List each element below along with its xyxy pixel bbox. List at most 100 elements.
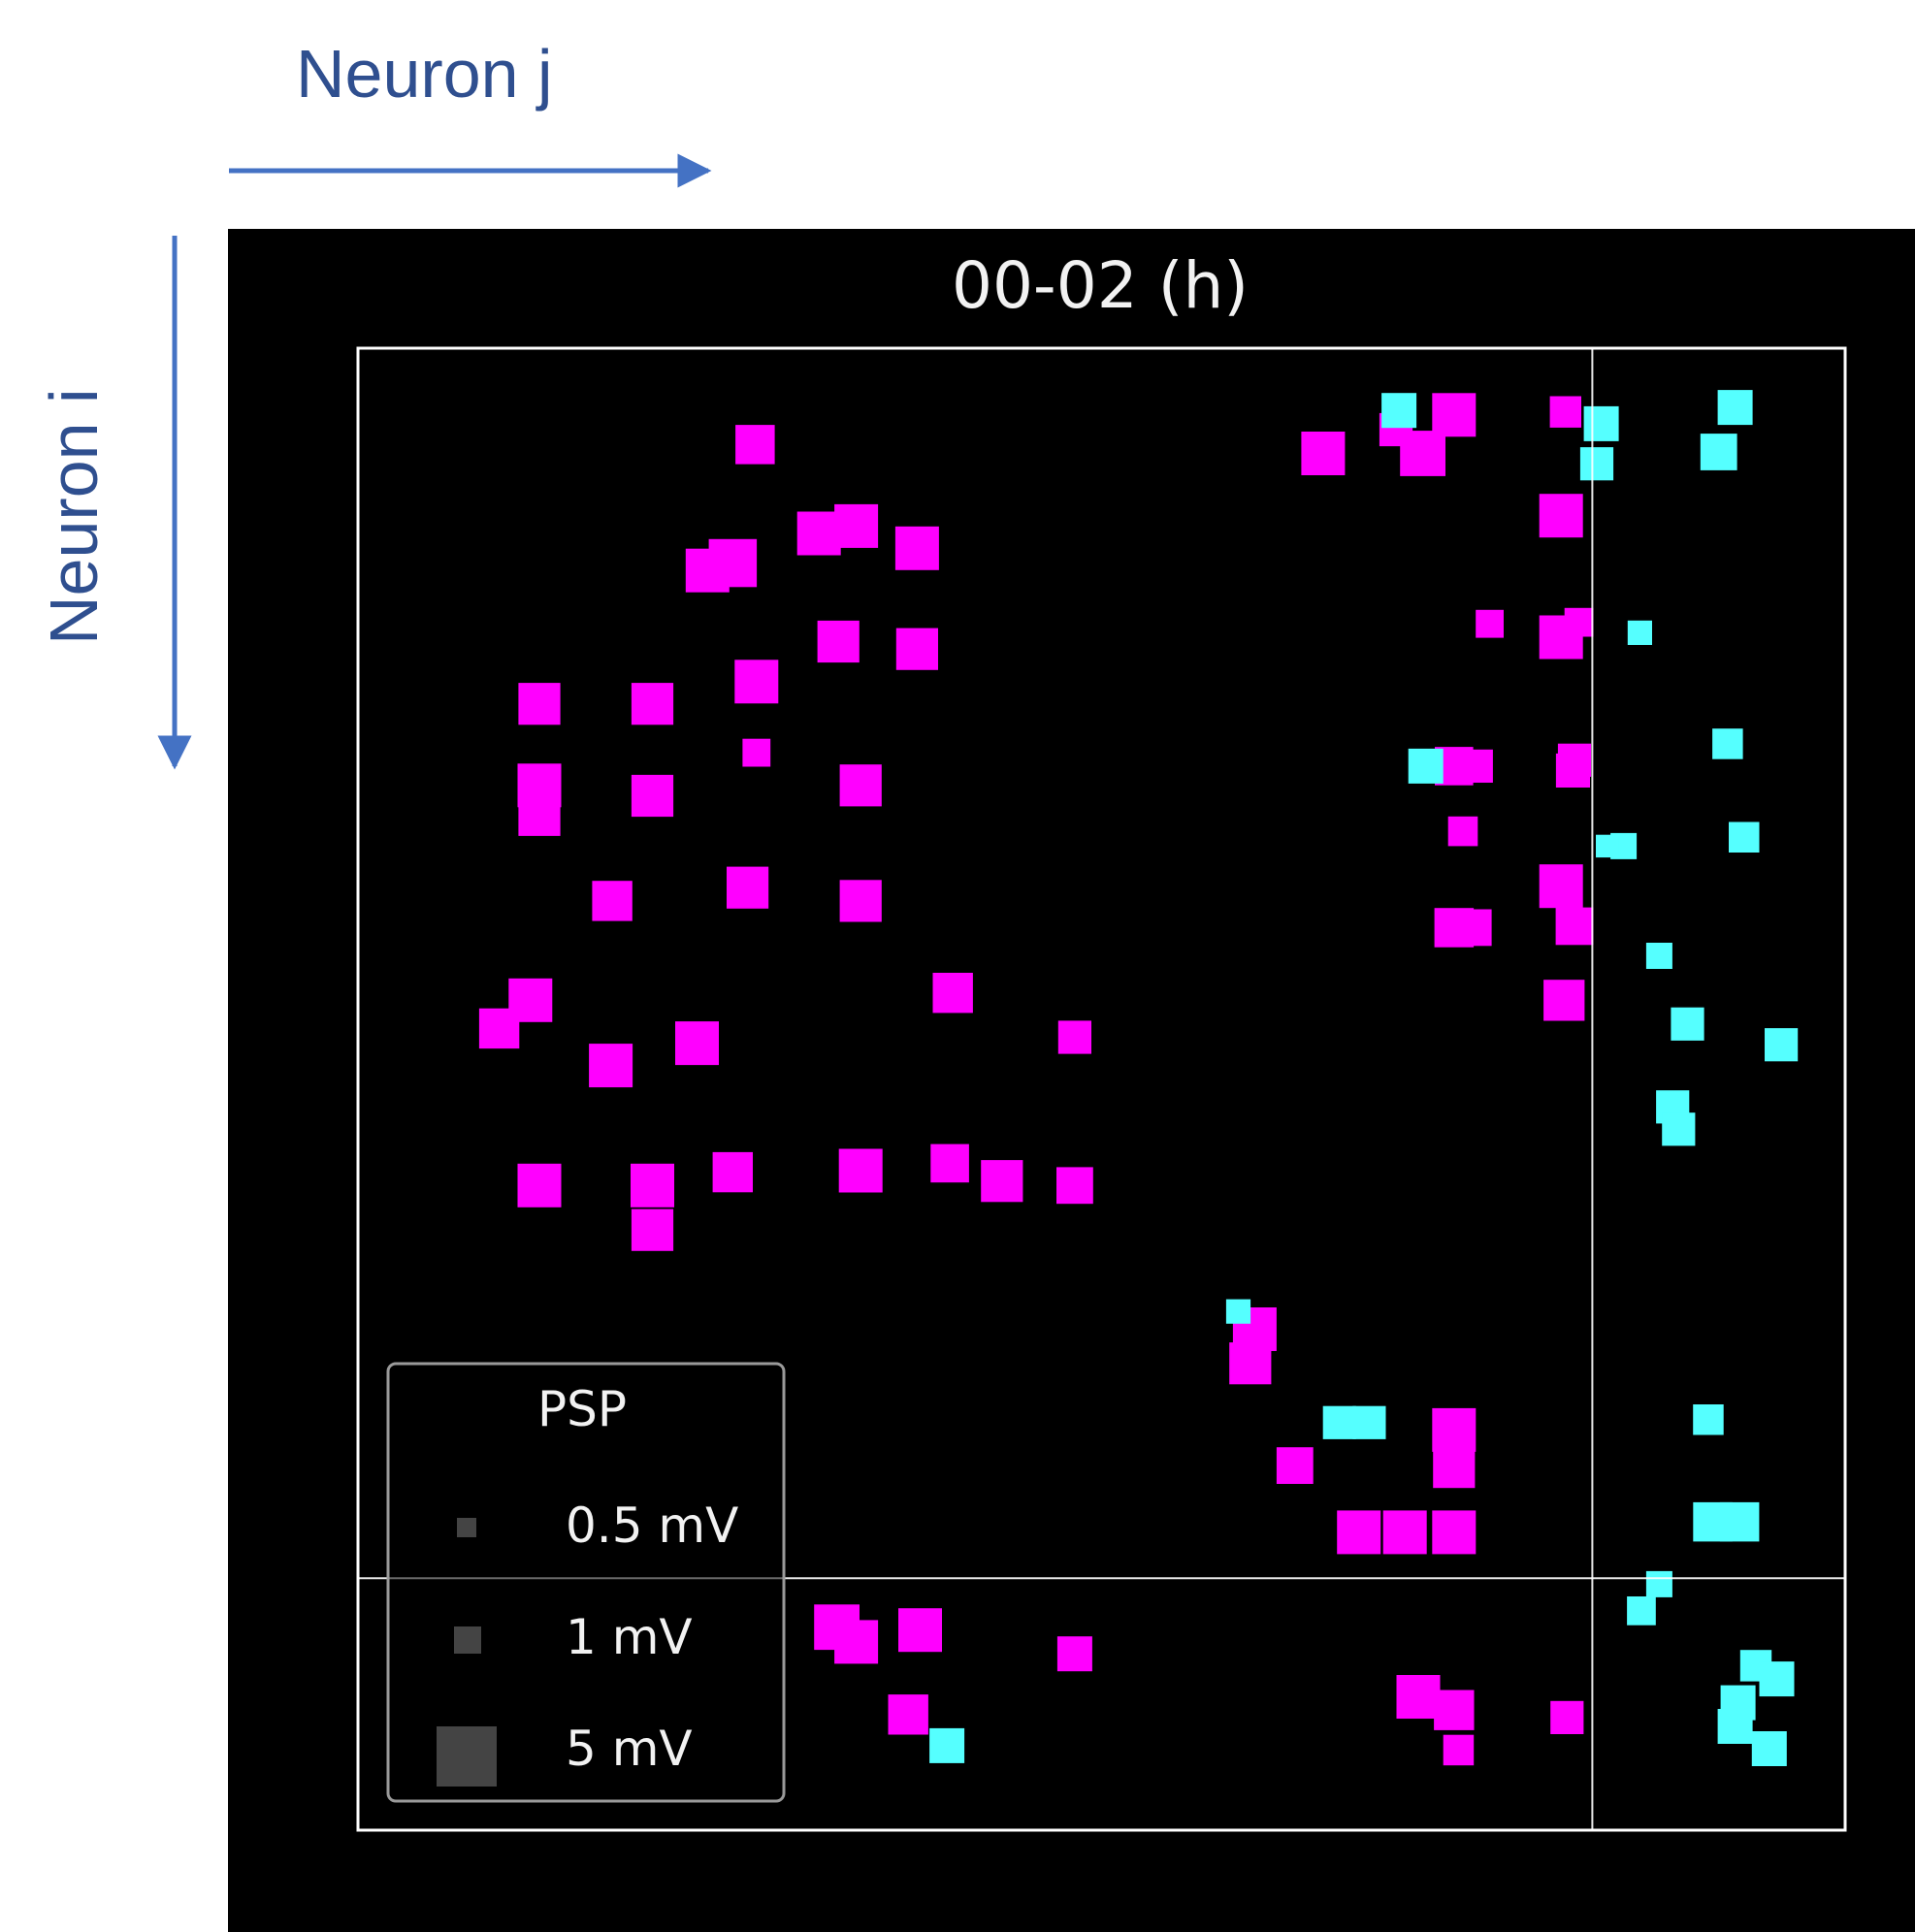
inhibitory-point-12 [1671,1007,1704,1041]
excitatory-point-55 [1539,494,1583,538]
legend-marker-5mv [437,1726,497,1787]
excitatory-point-13 [518,793,561,836]
excitatory-point-5 [894,526,939,570]
inhibitory-point-0 [1381,393,1417,429]
excitatory-point-50 [1301,432,1346,475]
excitatory-point-49 [1550,1700,1584,1734]
inhibitory-point-9 [1596,834,1619,858]
points-layer [478,390,1799,1766]
legend-marker-0-5mv [457,1518,476,1537]
inhibitory-point-2 [1579,447,1614,481]
excitatory-point-24 [1057,1020,1091,1054]
excitatory-point-23 [932,973,973,1014]
excitatory-point-67 [1555,907,1594,946]
legend-marker-1mv [454,1626,481,1654]
neuron-i-label: Neuron i [36,388,112,645]
excitatory-point-62 [1555,753,1590,788]
excitatory-point-37 [1433,1446,1476,1489]
inhibitory-point-11 [1645,943,1672,969]
inhibitory-point-18 [1352,1405,1386,1439]
inhibitory-point-27 [1717,1709,1753,1744]
excitatory-point-64 [1539,864,1583,909]
excitatory-point-40 [1432,1510,1477,1555]
excitatory-point-4 [685,548,730,593]
excitatory-point-54 [1549,396,1581,428]
excitatory-point-58 [1564,607,1594,637]
inhibitory-point-16 [1225,1299,1251,1324]
inhibitory-point-6 [1408,748,1444,784]
excitatory-point-2 [796,511,841,556]
excitatory-point-63 [1447,816,1478,847]
inhibitory-point-29 [929,1727,965,1763]
inhibitory-point-7 [1712,728,1743,759]
excitatory-point-43 [898,1608,942,1653]
plot-panel: 00-02 (h) PSP 0.5 mV 1 mV 5 mV [228,229,1915,1932]
excitatory-point-42 [834,1620,879,1664]
excitatory-point-25 [517,1163,562,1208]
inhibitory-point-17 [1322,1405,1356,1439]
excitatory-point-14 [631,774,674,818]
excitatory-point-26 [631,1163,674,1208]
excitatory-point-29 [838,1148,883,1193]
excitatory-point-15 [839,764,882,807]
excitatory-point-22 [675,1021,719,1066]
excitatory-point-46 [1396,1675,1441,1719]
excitatory-point-30 [930,1143,969,1183]
inhibitory-point-22 [1645,1570,1672,1597]
inhibitory-point-28 [1751,1731,1787,1766]
inhibitory-point-19 [1693,1404,1724,1435]
excitatory-point-11 [742,738,771,767]
excitatory-point-27 [631,1208,674,1251]
excitatory-point-36 [1432,1407,1477,1452]
legend-label-0-5mv: 0.5 mV [566,1497,738,1554]
excitatory-point-44 [1056,1636,1092,1672]
legend-label-5mv: 5 mV [566,1721,693,1777]
excitatory-point-56 [1476,609,1504,638]
excitatory-point-10 [631,683,674,725]
excitatory-point-6 [817,620,860,663]
neuron-j-label: Neuron j [296,36,553,112]
excitatory-point-31 [981,1160,1023,1203]
excitatory-point-17 [727,866,769,909]
excitatory-point-66 [1454,909,1492,947]
inhibitory-point-21 [1719,1501,1760,1542]
excitatory-point-32 [1056,1167,1093,1205]
excitatory-point-60 [1459,749,1493,783]
inhibitory-point-3 [1717,390,1753,426]
excitatory-point-45 [888,1694,928,1735]
inhibitory-point-13 [1765,1028,1799,1062]
excitatory-point-39 [1382,1510,1427,1555]
inhibitory-point-10 [1729,821,1760,853]
inhibitory-point-5 [1627,620,1652,645]
legend-title: PSP [537,1381,627,1437]
plot-frame [356,346,1847,1832]
excitatory-point-18 [839,880,882,922]
excitatory-point-52 [1400,431,1445,476]
excitatory-point-8 [734,660,779,704]
chart-title: 00-02 (h) [952,248,1249,323]
excitatory-point-35 [1276,1447,1314,1484]
excitatory-point-9 [518,683,561,725]
excitatory-point-21 [589,1044,633,1088]
inhibitory-point-15 [1662,1112,1696,1146]
legend-label-1mv: 1 mV [566,1609,693,1665]
inhibitory-point-1 [1583,405,1619,441]
excitatory-point-20 [478,1008,520,1049]
excitatory-point-0 [735,425,775,465]
excitatory-point-7 [895,628,938,670]
excitatory-point-1 [834,503,879,548]
excitatory-point-28 [712,1151,753,1193]
inhibitory-point-25 [1759,1661,1795,1697]
excitatory-point-16 [592,881,633,921]
excitatory-point-48 [1443,1734,1475,1766]
legend-box [386,1362,786,1803]
excitatory-point-53 [1432,393,1477,437]
legend: PSP 0.5 mV 1 mV 5 mV [386,1362,786,1803]
excitatory-point-34 [1229,1342,1272,1385]
inhibitory-point-4 [1700,434,1737,470]
inhibitory-point-23 [1627,1596,1656,1626]
excitatory-point-38 [1337,1510,1381,1555]
excitatory-point-68 [1543,980,1585,1021]
excitatory-point-47 [1434,1690,1475,1730]
